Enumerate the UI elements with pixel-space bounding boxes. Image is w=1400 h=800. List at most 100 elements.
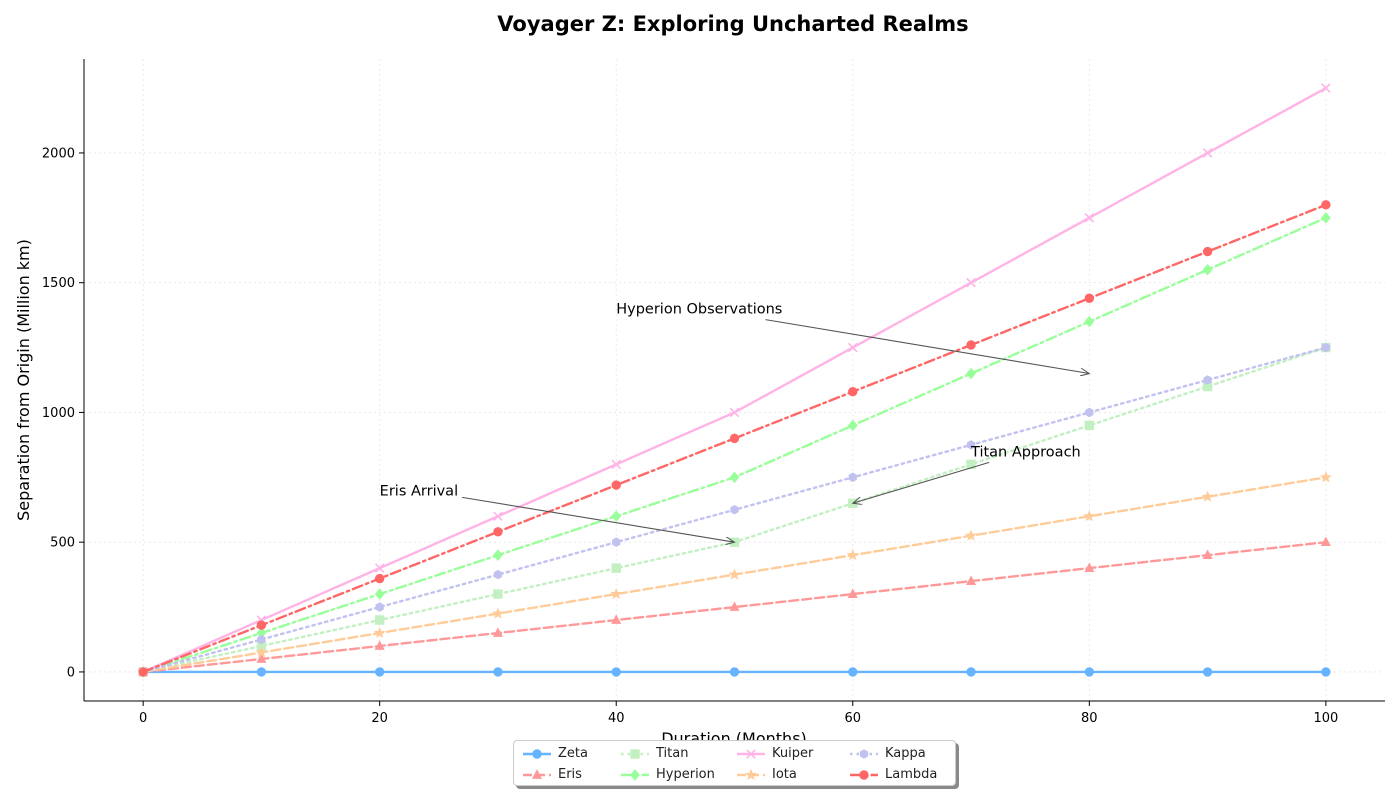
y-tick-label: 1500 — [42, 276, 75, 291]
legend-item-kuiper: Kuiper — [736, 743, 849, 764]
data-point-titan — [1084, 420, 1095, 431]
annotation-label: Eris Arrival — [380, 483, 458, 499]
data-point-eris — [256, 653, 267, 663]
data-point-hyperion — [1084, 315, 1095, 328]
annotation-layer: Eris Arrival Titan Approach Hyperion Obser… — [380, 302, 1090, 543]
legend-item-lambda: Lambda — [849, 764, 949, 785]
data-point-lambda — [848, 386, 858, 397]
data-point-kuiper — [611, 459, 621, 470]
legend-swatch-kappa — [850, 748, 878, 759]
data-point-eris — [1202, 549, 1213, 560]
data-point-zeta — [374, 667, 385, 677]
legend-swatch-iota — [737, 768, 765, 780]
data-point-lambda — [493, 527, 503, 537]
data-point-kappa — [257, 634, 266, 645]
legend-marker-iota — [745, 768, 757, 780]
legend: Zeta Eris Titan Hyperion Kuiper Iota Kappa Lamb… — [513, 740, 956, 786]
legend-label: Kappa — [885, 746, 926, 761]
data-point-titan — [966, 459, 976, 470]
legend-item-zeta: Zeta — [522, 743, 620, 764]
data-point-eris — [374, 640, 385, 650]
legend-swatch-titan — [621, 748, 649, 759]
y-tick-label: 500 — [50, 536, 75, 551]
series-lambda — [138, 200, 1331, 677]
data-point-lambda — [1202, 246, 1213, 257]
legend-swatch-eris — [523, 768, 551, 779]
data-point-kuiper — [729, 407, 740, 418]
legend-marker-kuiper — [746, 748, 756, 759]
y-axis-label: Separation from Origin (Million km) — [14, 239, 33, 521]
legend-item-kappa: Kappa — [849, 743, 949, 764]
data-point-lambda — [256, 620, 267, 630]
series-iota — [137, 471, 1332, 677]
legend-marker-kappa — [859, 748, 869, 759]
legend-swatch-zeta — [523, 748, 551, 759]
data-point-kuiper — [493, 511, 503, 522]
data-point-eris — [492, 627, 503, 637]
legend-marker-hyperion — [630, 768, 640, 781]
legend-label: Hyperion — [656, 767, 715, 782]
legend-label: Kuiper — [772, 746, 814, 761]
data-point-iota — [1201, 490, 1214, 502]
legend-item-hyperion: Hyperion — [620, 764, 736, 785]
x-tick-label: 100 — [1313, 711, 1338, 726]
series-zeta — [138, 667, 1331, 677]
data-point-iota — [1319, 471, 1332, 483]
y-tick-label: 2000 — [42, 146, 75, 161]
data-point-kuiper — [1084, 213, 1095, 223]
annotation-arrow — [462, 496, 734, 542]
data-point-kappa — [966, 440, 976, 450]
data-point-zeta — [493, 667, 503, 677]
data-point-iota — [728, 568, 741, 580]
data-point-kappa — [848, 472, 857, 483]
data-point-eris — [847, 588, 858, 598]
legend-item-eris: Eris — [522, 764, 620, 785]
series-eris — [138, 536, 1331, 676]
data-point-eris — [966, 575, 977, 585]
data-point-hyperion — [966, 367, 976, 380]
data-point-hyperion — [611, 510, 622, 523]
data-point-iota — [846, 548, 859, 561]
data-point-lambda — [138, 667, 148, 677]
data-point-lambda — [1084, 293, 1095, 303]
data-point-zeta — [611, 667, 621, 677]
data-point-iota — [965, 529, 977, 541]
data-point-eris — [611, 614, 622, 624]
data-point-hyperion — [1321, 211, 1331, 224]
data-point-hyperion — [729, 471, 740, 484]
y-tick-label: 0 — [67, 665, 75, 680]
data-point-lambda — [374, 573, 385, 584]
legend-marker-zeta — [532, 748, 542, 759]
data-point-zeta — [848, 667, 858, 677]
legend-item-iota: Iota — [736, 764, 849, 785]
series-kappa — [139, 342, 1330, 677]
data-point-titan — [374, 615, 385, 625]
legend-marker-lambda — [859, 769, 869, 780]
data-point-hyperion — [847, 419, 858, 432]
data-point-zeta — [729, 667, 740, 677]
data-point-eris — [1320, 536, 1331, 547]
legend-label: Zeta — [558, 746, 588, 761]
data-point-kuiper — [848, 342, 858, 353]
data-point-lambda — [966, 340, 976, 350]
data-point-iota — [610, 587, 623, 600]
x-tick-label: 60 — [844, 711, 861, 726]
legend-label: Lambda — [885, 767, 938, 782]
data-point-zeta — [1202, 667, 1213, 677]
data-point-titan — [493, 589, 503, 599]
data-point-hyperion — [493, 549, 503, 561]
data-point-kuiper — [1321, 83, 1331, 93]
data-point-hyperion — [1202, 263, 1213, 276]
data-point-iota — [492, 607, 504, 619]
y-tick-label: 1000 — [42, 406, 75, 421]
data-point-lambda — [611, 480, 621, 490]
data-point-zeta — [1084, 667, 1095, 677]
data-point-iota — [373, 626, 386, 639]
annotation-arrow — [765, 319, 1089, 374]
legend-item-titan: Titan — [620, 743, 736, 764]
x-tick-label: 20 — [371, 711, 388, 726]
annotation-label: Hyperion Observations — [616, 302, 782, 318]
data-point-eris — [1084, 562, 1095, 572]
legend-label: Titan — [656, 746, 689, 761]
